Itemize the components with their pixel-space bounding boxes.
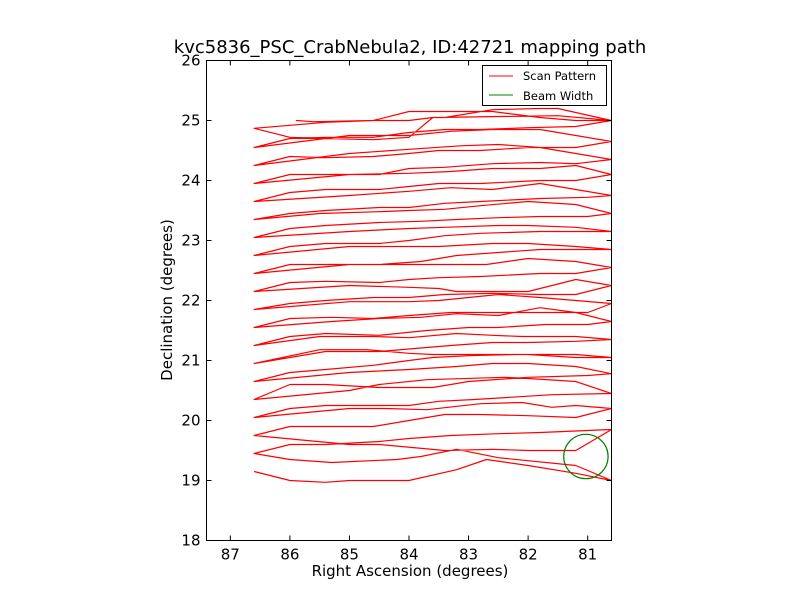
x-tick-label: 82 — [519, 546, 538, 564]
y-tick-label: 25 — [181, 112, 200, 130]
axis-ticks: 87 86 85 84 83 82 81 18 19 20 21 22 23 24 25 26 — [181, 52, 612, 564]
legend: Scan Pattern Beam Width — [482, 65, 607, 106]
x-axis-title: Right Ascension (degrees) — [312, 562, 509, 580]
legend-scan-label: Scan Pattern — [523, 69, 596, 83]
x-tick-label: 86 — [280, 546, 299, 564]
scan-pattern-line — [253, 107, 612, 483]
x-tick-label: 83 — [459, 546, 478, 564]
legend-beam-label: Beam Width — [523, 89, 593, 103]
y-tick-label: 23 — [181, 232, 200, 250]
beam-width-circle — [563, 433, 609, 480]
y-tick-label: 21 — [181, 352, 200, 370]
y-tick-label: 18 — [181, 532, 200, 550]
chart-title: kvc5836_PSC_CrabNebula2, ID:42721 mappin… — [174, 37, 646, 58]
y-tick-label: 19 — [181, 472, 200, 490]
x-tick-label: 87 — [221, 546, 240, 564]
x-tick-label: 84 — [399, 546, 418, 564]
plot-area — [253, 107, 612, 483]
x-tick-label: 85 — [340, 546, 359, 564]
y-tick-label: 24 — [181, 172, 200, 190]
legend-box — [482, 65, 607, 106]
y-tick-label: 26 — [181, 52, 200, 70]
x-tick-label: 81 — [578, 546, 597, 564]
y-tick-label: 22 — [181, 292, 200, 310]
y-axis-title: Declination (degrees) — [158, 219, 176, 381]
y-tick-label: 20 — [181, 412, 200, 430]
